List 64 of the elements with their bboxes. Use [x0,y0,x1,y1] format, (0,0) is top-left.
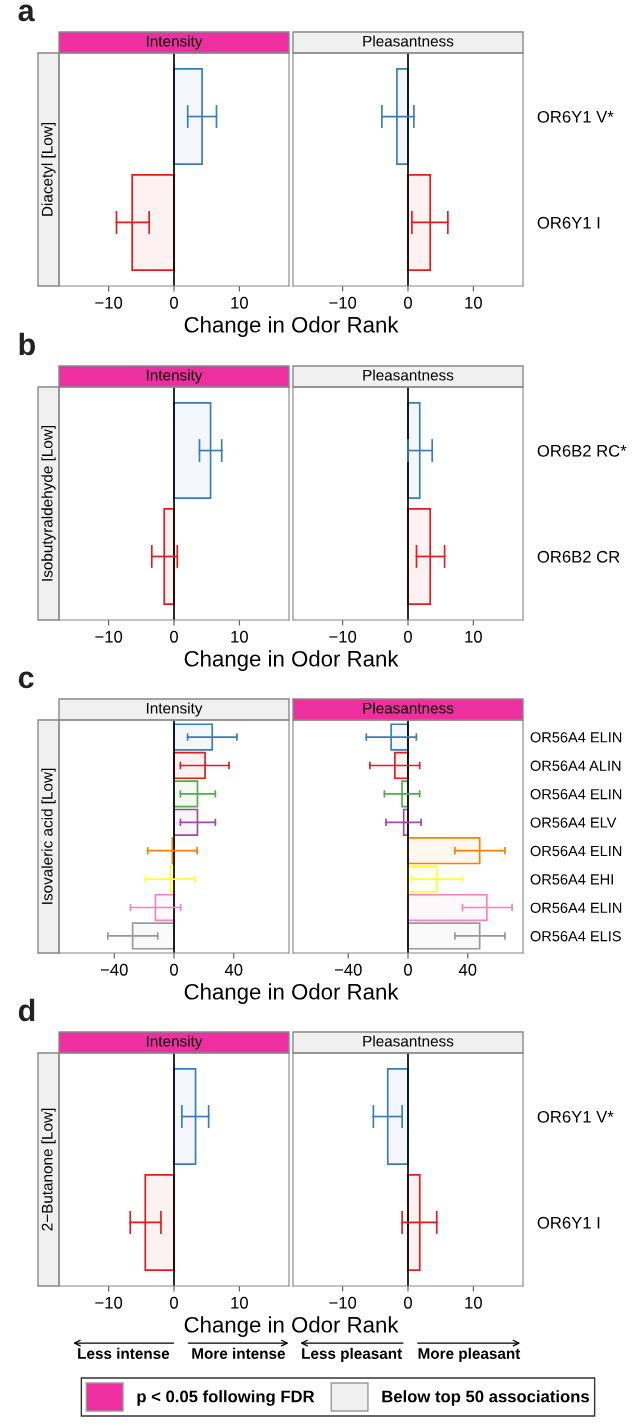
y-tick-label: OR56A4 ELV [530,817,617,828]
y-tick-label: OR56A4 EHI [530,874,613,885]
x-axis-title: Change in Odor Rank [184,983,399,1005]
x-axis-title: Change in Odor Rank [184,1316,399,1338]
text: Less pleasant [302,1347,402,1362]
text: b [19,332,36,356]
x-tick-label: 0 [404,296,412,309]
text: c [18,671,34,689]
legend-label: p < 0.05 following FDR [137,1390,315,1406]
x-tick-label: −40 [100,963,128,976]
y-tick-label: OR56A4 ELIN [530,732,622,743]
x-tick-label: 40 [224,963,243,976]
y-tick-label: OR6Y1 I [537,216,600,229]
x-tick-label: 10 [231,296,248,309]
x-tick-label: 40 [458,963,477,976]
x-tick-label: 0 [170,1296,178,1309]
x-tick-label: 10 [465,296,482,309]
x-axis-title: Change in Odor Rank [184,316,399,338]
chart-title: Pleasantness [363,369,454,381]
y-tick-label: OR6Y1 V* [537,1110,614,1123]
text: a [18,4,35,22]
x-tick-label: 0 [170,630,178,643]
x-axis-title: Change in Odor Rank [184,650,399,672]
x-tick-label: −10 [329,1296,357,1309]
text: d [18,998,35,1022]
y-tick-label: OR6Y1 I [537,1216,600,1229]
chart-title: Intensity [146,702,203,717]
y-axis-title: Isovaleric acid [Low] [41,768,56,904]
y-tick-label: OR56A4 ELIS [530,931,621,942]
y-tick-label: OR56A4 ELIN [530,902,622,913]
y-axis-title: Diacetyl [Low] [41,123,56,216]
chart-title: Intensity [146,369,203,384]
y-tick-label: OR6Y1 V* [537,110,614,123]
x-tick-label: 0 [404,963,412,976]
text: More intense [192,1347,285,1359]
x-tick-label: −10 [95,1296,123,1309]
x-tick-label: −40 [334,963,362,976]
chart-title: Pleasantness [363,702,454,714]
x-tick-label: −10 [95,296,123,309]
text: More pleasant [418,1347,521,1362]
y-tick-label: OR56A4 ALIN [530,760,621,771]
chart-title: Intensity [146,1035,203,1050]
x-tick-label: 0 [170,963,178,976]
y-tick-label: OR6B2 RC* [537,444,627,457]
x-tick-label: −10 [329,296,357,309]
x-tick-label: 10 [465,630,482,643]
x-tick-label: 0 [404,630,412,643]
y-axis-title: 2−Butanone [Low] [41,1108,56,1231]
y-tick-label: OR56A4 ELIN [530,788,622,800]
x-tick-label: 0 [170,296,178,309]
x-tick-label: 10 [231,1296,248,1309]
chart-title: Pleasantness [363,35,454,47]
y-axis-title: Isobutyraldehyde [Low] [41,426,56,581]
x-tick-label: 10 [231,630,248,643]
x-tick-label: 10 [465,1296,482,1309]
text: Less intense [78,1347,170,1359]
x-tick-label: −10 [95,630,123,643]
legend-label: Below top 50 associations [382,1390,589,1406]
chart-title: Intensity [146,35,203,50]
x-tick-label: −10 [329,630,357,643]
y-tick-label: OR56A4 ELIN [530,845,622,857]
y-tick-label: OR6B2 CR [537,550,620,563]
chart-title: Pleasantness [363,1035,454,1047]
x-tick-label: 0 [404,1296,412,1309]
